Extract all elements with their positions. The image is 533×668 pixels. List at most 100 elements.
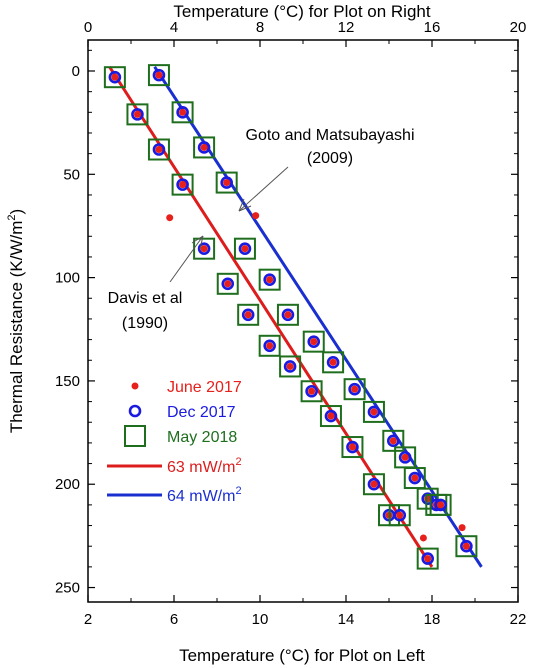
right-profile-june-dot (284, 311, 292, 319)
right-profile-dec-circle (398, 451, 412, 464)
x-top-axis-title: Temperature (°C) for Plot on Right (173, 2, 430, 21)
right-profile-june-dot (411, 474, 419, 482)
left-profile-may-square (300, 380, 323, 403)
y-axis-title-main: Thermal Resistance (K/W/m (7, 221, 26, 434)
left-profile-may-square (103, 66, 126, 89)
right-profile-dec-circle (348, 382, 361, 396)
y-axis-title: Thermal Resistance (K/W/m2) (6, 209, 26, 433)
x-bottom-tick-label: 18 (424, 611, 441, 628)
right-profile-june-dot (310, 338, 318, 346)
y-tick-label: 250 (55, 580, 80, 597)
left-profile-june-dot (155, 146, 163, 154)
legend-fit-right-sup: 2 (235, 485, 241, 497)
left-june-outlier-dot (166, 214, 174, 222)
right-profile-may-square (302, 330, 325, 353)
y-tick-label: 0 (72, 63, 80, 80)
right-profile-may-square (233, 237, 256, 260)
left-profile-june-dot (133, 110, 141, 118)
left-profile-dec-circle (305, 384, 318, 398)
annotation-goto-arrowhead (238, 198, 252, 212)
right-profile-june-dot (389, 437, 397, 445)
left-profile-dec-circle (346, 440, 359, 454)
left-profile-may-square (319, 405, 342, 428)
right-profile-may-square (416, 487, 439, 510)
right-profile-may-square (147, 64, 170, 87)
left-profile-june-dot (348, 443, 356, 451)
legend-fit-left-text: 63 mW/m (167, 459, 235, 476)
annotation-davis: Davis et al (1990) (108, 235, 204, 332)
left-profile-dec-circle (241, 308, 255, 322)
legend-dec-marker (128, 404, 142, 418)
left-profile-may-square (147, 138, 170, 161)
right-profile-june-dot (329, 358, 337, 366)
right-profile-dec-circle (176, 106, 189, 119)
right-profile-may-square (362, 400, 385, 423)
left-profile-may-square (126, 103, 149, 126)
legend-fit-right-text: 64 mW/m (167, 488, 235, 505)
right-june-outlier-dot (252, 212, 260, 220)
x-bottom-tick-label: 2 (84, 611, 92, 628)
right-profile-dec-circle (326, 356, 340, 369)
right-profile-june-dot (437, 501, 445, 509)
right-profile-may-square (193, 136, 216, 159)
legend-fit-left-sup: 2 (235, 456, 241, 468)
x-bottom-tick-label: 6 (170, 611, 178, 628)
right-profile-dec-circle (263, 273, 276, 286)
right-profile-june-dot (179, 108, 187, 116)
x-top-tick-label: 12 (338, 19, 355, 36)
right-profile-dec-circle (220, 176, 233, 189)
y-tick-label: 100 (55, 270, 80, 287)
right-profile-dec-circle (408, 471, 422, 485)
left-profile-june-dot (396, 511, 404, 519)
x-top-ticks: 0 4 8 12 16 20 (84, 19, 527, 47)
right-profile-dec-circle (281, 308, 295, 322)
data-points (103, 64, 478, 570)
right-profile-june-dot (370, 408, 378, 416)
left-profile-may-square (362, 473, 385, 496)
left-profile-june-dot (370, 480, 378, 488)
annotation-davis-line1: Davis et al (108, 290, 183, 307)
y-ticks: 0 50 100 150 200 250 (55, 49, 518, 597)
legend-fit-right-label: 64 mW/m2 (167, 485, 242, 505)
right-profile-dec-circle (386, 434, 400, 448)
right-profile-june-dot (223, 179, 231, 187)
right-profile-dec-circle (421, 492, 435, 505)
right-profile-june-dot (266, 276, 274, 284)
left-profile-dec-circle (421, 552, 435, 565)
annotation-davis-arrowhead (191, 235, 204, 250)
x-bottom-axis-title: Temperature (°C) for Plot on Left (179, 646, 425, 665)
x-top-tick-label: 4 (170, 19, 178, 36)
left-profile-may-square (237, 303, 260, 326)
legend-dec-label: Dec 2017 (167, 404, 236, 421)
left-profile-may-square (416, 547, 439, 570)
legend-may-label: May 2018 (167, 429, 237, 446)
right-june-outlier-dot (458, 524, 466, 532)
left-profile-dec-circle (221, 277, 235, 291)
left-profile-dec-circle (197, 242, 211, 255)
left-profile-dec-circle (263, 339, 276, 353)
right-profile-dec-circle (197, 141, 211, 154)
right-profile-june-dot (462, 542, 470, 550)
left-profile-june-dot (266, 342, 274, 350)
x-bottom-tick-label: 22 (510, 611, 527, 628)
y-axis-title-end: ) (7, 209, 26, 215)
legend-june-marker (131, 382, 139, 390)
y-tick-label: 150 (55, 373, 80, 390)
right-profile-may-square (343, 378, 366, 401)
legend-june-label: June 2017 (167, 379, 242, 396)
legend-fit-left-label: 63 mW/m2 (167, 456, 242, 476)
right-profile-may-square (276, 303, 299, 326)
y-axis-title-sup: 2 (6, 215, 18, 221)
left-profile-june-dot (244, 311, 252, 319)
legend: June 2017 Dec 2017 May 2018 63 mW/m2 64 … (107, 379, 242, 505)
y-tick-label: 50 (63, 166, 80, 183)
x-bottom-tick-label: 10 (252, 611, 269, 628)
left-profile-june-dot (286, 362, 294, 370)
right-profile-dec-circle (460, 539, 473, 553)
left-profile-may-square (279, 355, 302, 378)
left-profile-june-dot (179, 181, 187, 189)
right-profile-dec-circle (367, 405, 381, 419)
x-top-tick-label: 20 (510, 19, 527, 36)
left-profile-may-square (171, 173, 194, 196)
